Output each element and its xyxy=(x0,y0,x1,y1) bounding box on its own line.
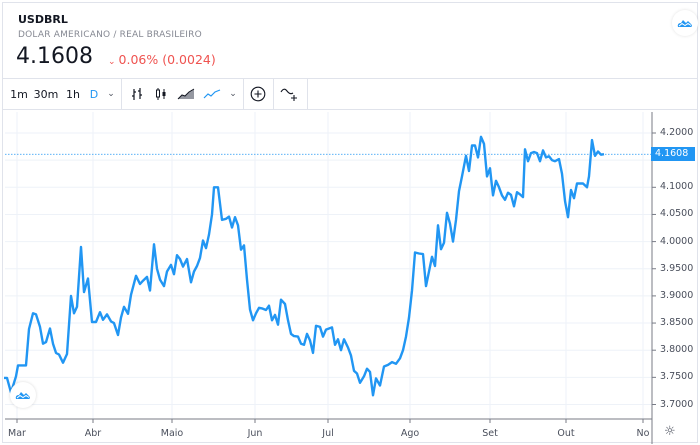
line-chart-icon xyxy=(203,89,221,99)
toolbar-divider xyxy=(121,79,122,109)
chart-toolbar: 1m 30m 1h D ⌄ ⌄ xyxy=(2,78,698,110)
time-axis-label: Set xyxy=(482,428,498,439)
tradingview-logo-button[interactable] xyxy=(672,10,698,36)
last-price-tag: 4.1608 xyxy=(651,147,695,161)
price-axis-label: 4.0500 xyxy=(660,208,694,220)
interval-dropdown[interactable]: ⌄ xyxy=(107,89,115,99)
chart-grid xyxy=(5,112,652,419)
compare-button[interactable] xyxy=(245,79,271,109)
price-axis-label: 3.9000 xyxy=(660,289,694,301)
toolbar-divider xyxy=(307,79,308,109)
candles-button[interactable] xyxy=(150,79,172,109)
toolbar-divider xyxy=(243,79,244,109)
price-axis-label: 3.9500 xyxy=(660,262,694,274)
price-axis-label: 3.7500 xyxy=(660,371,694,383)
tradingview-logo-button-bottom[interactable] xyxy=(10,382,36,408)
symbol-name: USDBRL xyxy=(18,13,68,26)
interval-1h[interactable]: 1h xyxy=(66,87,80,101)
time-axis-label: Maio xyxy=(160,428,184,439)
candles-icon xyxy=(156,88,166,100)
symbol-description: DOLAR AMERICANO / REAL BRASILEIRO xyxy=(18,30,202,40)
down-arrow-icon: ⌄ xyxy=(108,57,116,67)
time-axis-label: Mar xyxy=(8,428,26,439)
bars-icon xyxy=(132,88,142,100)
bars-button[interactable] xyxy=(126,79,148,109)
time-axis-label: Out xyxy=(557,428,575,439)
indicators-icon xyxy=(280,88,297,101)
price-change: ⌄ 0.06% (0.0024) xyxy=(108,52,216,67)
time-axis-ticks xyxy=(16,419,644,423)
chart-type-dropdown[interactable]: ⌄ xyxy=(229,89,237,99)
area-icon xyxy=(177,88,195,100)
line-button[interactable] xyxy=(200,79,224,109)
price-axis-label: 4.1000 xyxy=(660,181,694,193)
price-chart[interactable] xyxy=(0,110,700,445)
price-axis-label: 3.7000 xyxy=(660,398,694,410)
interval-1m[interactable]: 1m xyxy=(10,87,28,101)
cloud-chart-icon xyxy=(677,20,692,27)
price-series-line xyxy=(4,135,605,397)
time-axis-label: Jul xyxy=(322,428,334,439)
last-price: 4.1608 xyxy=(16,44,93,69)
toolbar-divider xyxy=(273,79,274,109)
time-axis-label: Jun xyxy=(247,428,263,439)
time-axis-label: Abr xyxy=(84,428,102,439)
interval-30m[interactable]: 30m xyxy=(33,87,59,101)
price-axis-ticks xyxy=(652,132,656,405)
interval-d[interactable]: D xyxy=(89,87,99,101)
cloud-chart-icon xyxy=(15,392,30,399)
price-axis-label: 4.2000 xyxy=(660,127,694,138)
price-axis-label: 4.0000 xyxy=(660,235,694,247)
plus-circle-icon xyxy=(250,86,266,102)
indicators-button[interactable] xyxy=(275,79,305,109)
settings-gear-icon[interactable]: ☼ xyxy=(664,424,676,439)
change-value: 0.06% (0.0024) xyxy=(118,52,216,67)
price-axis-label: 3.8500 xyxy=(660,317,694,329)
time-axis-label: Ago xyxy=(400,428,420,439)
time-axis-label: No xyxy=(636,428,650,439)
area-button[interactable] xyxy=(174,79,198,109)
price-axis-label: 3.8000 xyxy=(660,344,694,356)
